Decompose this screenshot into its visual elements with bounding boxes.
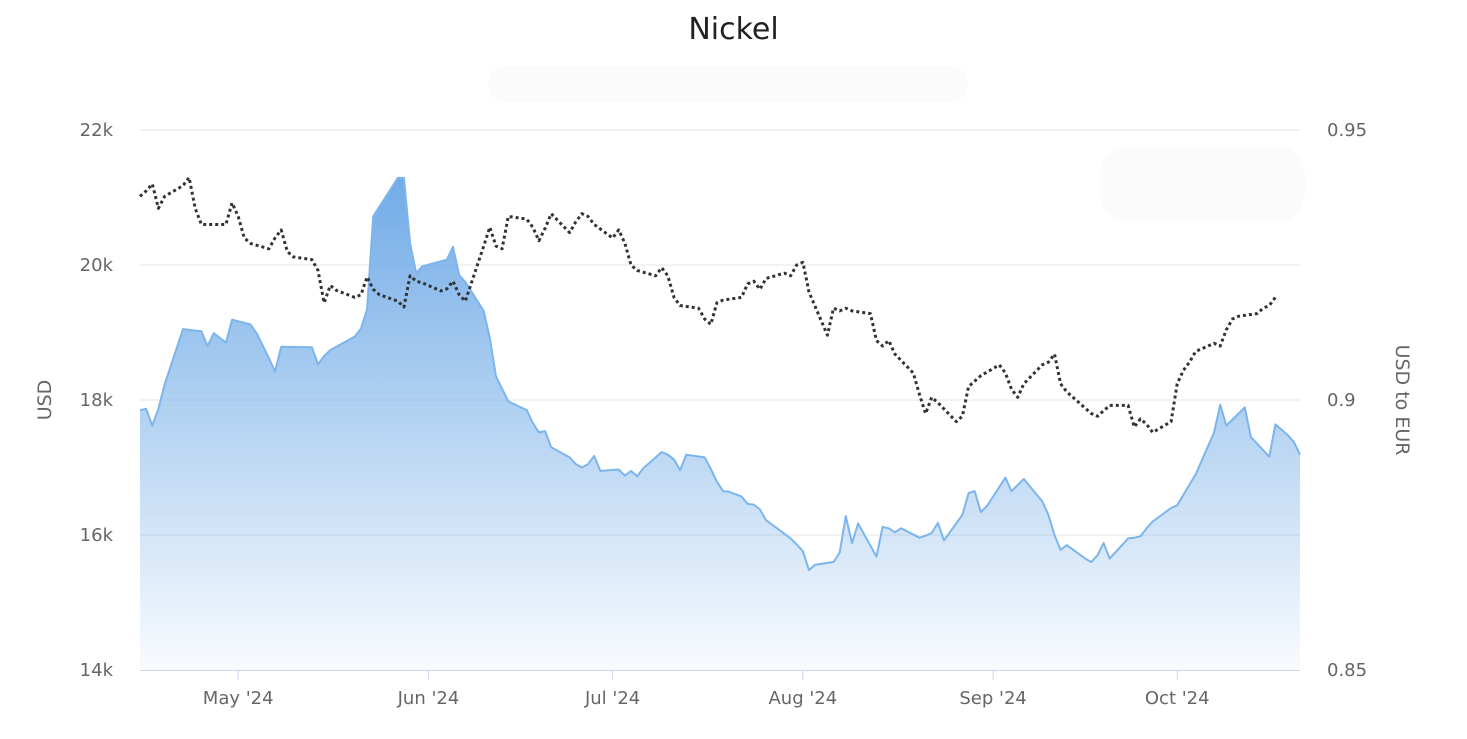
y-left-tick-label: 20k <box>80 255 114 276</box>
y-right-tick-label: 0.85 <box>1327 660 1367 681</box>
blurred-legend-region <box>1100 145 1305 223</box>
x-tick-label: Jul '24 <box>584 688 640 709</box>
usd-area-line <box>139 176 1301 572</box>
axes: 14k 16k 18k 20k 22k 0.85 0.9 0.95 May '24 Jun '24… <box>34 120 1413 709</box>
x-tick-label: Sep '24 <box>959 688 1027 709</box>
usd-eur-dotted-line <box>139 176 1277 434</box>
x-tick-label: Oct '24 <box>1145 688 1210 709</box>
y-right-tick-label: 0.95 <box>1327 120 1367 141</box>
x-tick-label: Jun '24 <box>397 688 460 709</box>
chart-title: Nickel <box>688 12 779 47</box>
x-tick-label: May '24 <box>203 688 274 709</box>
y-left-tick-label: 14k <box>80 660 114 681</box>
usd-eur-line-series <box>139 176 1277 434</box>
y-left-tick-label: 16k <box>80 525 114 546</box>
usd-area-series <box>139 176 1301 670</box>
y-left-axis-title: USD <box>34 380 56 421</box>
blurred-subtitle-region <box>488 66 968 102</box>
x-tick-label: Aug '24 <box>768 688 837 709</box>
y-right-tick-label: 0.9 <box>1327 390 1356 411</box>
y-left-tick-label: 18k <box>80 390 114 411</box>
y-left-tick-label: 22k <box>80 120 114 141</box>
usd-area-fill <box>140 177 1300 670</box>
y-right-axis-title: USD to EUR <box>1391 345 1413 456</box>
